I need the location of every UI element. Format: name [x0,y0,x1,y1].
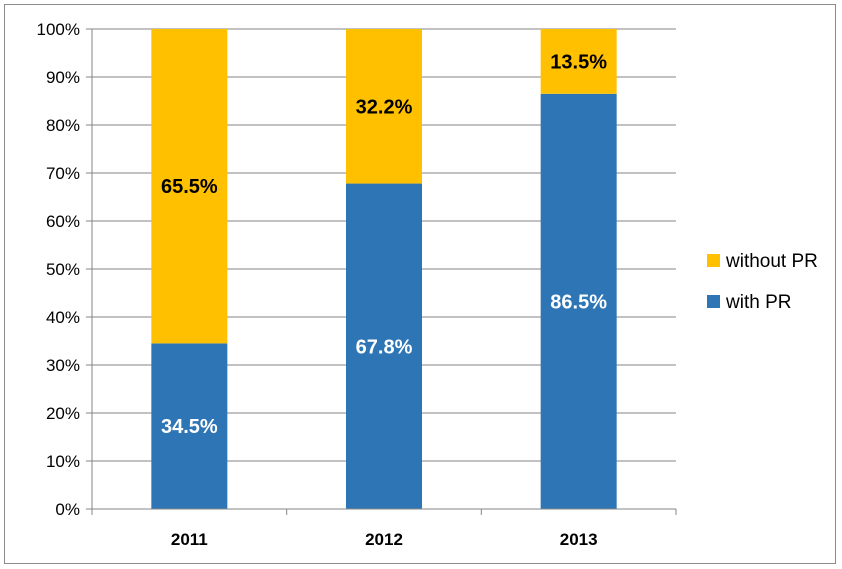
data-label: 13.5% [550,51,607,73]
bar-without-pr-2011 [151,29,228,344]
y-tick-label: 30% [46,356,80,375]
y-tick-label: 90% [46,68,80,87]
y-tick-label: 10% [46,452,80,471]
y-tick-label: 50% [46,260,80,279]
x-category-label: 2013 [560,530,598,549]
legend-swatch [707,295,720,308]
y-tick-label: 20% [46,404,80,423]
legend-label: without PR [725,251,818,272]
bar-with-pr-2013 [540,93,617,510]
y-tick-label: 80% [46,116,80,135]
bars [151,29,617,510]
y-tick-label: 60% [46,212,80,231]
x-category-label: 2012 [365,530,403,549]
data-labels: 34.5% 65.5% 67.8% 32.2% 86.5% 13.5% [161,51,607,438]
legend-label: with PR [725,292,791,313]
y-tick-label: 0% [55,500,80,519]
x-axis-category-labels: 2011 2012 2013 [171,530,598,549]
data-label: 67.8% [356,336,413,358]
y-tick-label: 100% [37,20,80,39]
legend-swatch [707,254,720,267]
bar-without-pr-2013 [540,29,617,94]
bar-with-pr-2012 [346,183,422,509]
bar-without-pr-2012 [346,29,422,184]
data-label: 32.2% [356,96,413,118]
y-tick-label: 70% [46,164,80,183]
data-label: 34.5% [161,416,218,438]
y-axis-tick-labels: 0% 10% 20% 30% 40% 50% 60% 70% 80% 90% 100% [37,20,80,519]
data-label: 65.5% [161,176,218,198]
y-tick-label: 40% [46,308,80,327]
x-category-label: 2011 [171,530,208,549]
legend: without PR with PR [707,251,818,313]
data-label: 86.5% [550,291,607,313]
bar-with-pr-2011 [151,343,228,509]
axes [86,28,677,515]
